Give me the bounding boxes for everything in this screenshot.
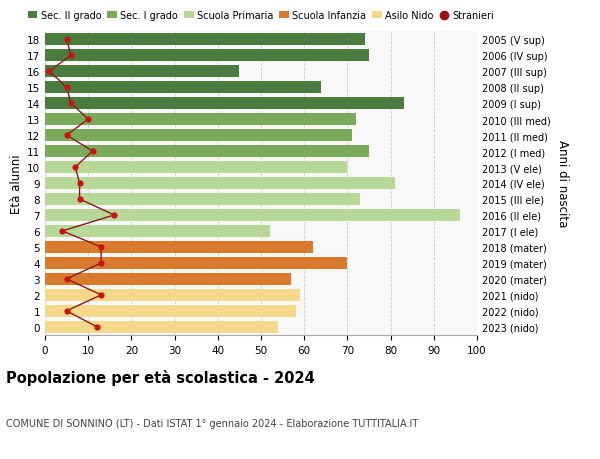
Bar [45,241,313,253]
Bar [45,114,356,126]
Bar [45,305,296,317]
Bar [45,34,365,46]
Bar [45,209,460,222]
Bar [45,50,369,62]
Bar [45,193,361,206]
Bar [45,177,395,190]
Bar [45,321,278,333]
Bar [45,257,347,269]
Bar [45,66,239,78]
Bar [45,129,352,142]
Legend: Sec. II grado, Sec. I grado, Scuola Primaria, Scuola Infanzia, Asilo Nido, Stran: Sec. II grado, Sec. I grado, Scuola Prim… [28,11,494,21]
Y-axis label: Anni di nascita: Anni di nascita [556,140,569,227]
Bar [45,98,404,110]
Bar [45,225,269,238]
Bar [45,273,291,285]
Bar [45,146,369,158]
Text: COMUNE DI SONNINO (LT) - Dati ISTAT 1° gennaio 2024 - Elaborazione TUTTITALIA.IT: COMUNE DI SONNINO (LT) - Dati ISTAT 1° g… [6,418,418,428]
Y-axis label: Età alunni: Età alunni [10,154,23,213]
Bar [45,162,347,174]
Text: Popolazione per età scolastica - 2024: Popolazione per età scolastica - 2024 [6,369,315,386]
Bar [45,289,300,302]
Bar [45,82,322,94]
